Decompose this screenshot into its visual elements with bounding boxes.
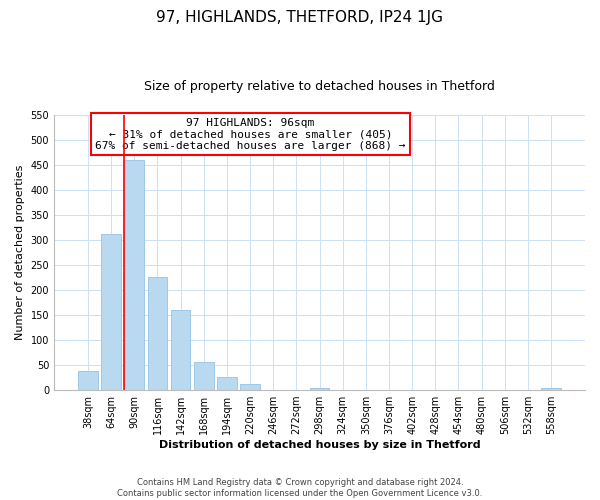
Bar	[124, 160, 144, 390]
Text: Contains HM Land Registry data © Crown copyright and database right 2024.
Contai: Contains HM Land Registry data © Crown c…	[118, 478, 482, 498]
Text: 97, HIGHLANDS, THETFORD, IP24 1JG: 97, HIGHLANDS, THETFORD, IP24 1JG	[157, 10, 443, 25]
Title: Size of property relative to detached houses in Thetford: Size of property relative to detached ho…	[144, 80, 495, 93]
Text: 97 HIGHLANDS: 96sqm
← 31% of detached houses are smaller (405)
67% of semi-detac: 97 HIGHLANDS: 96sqm ← 31% of detached ho…	[95, 118, 406, 151]
Y-axis label: Number of detached properties: Number of detached properties	[15, 165, 25, 340]
Bar	[101, 234, 121, 390]
X-axis label: Distribution of detached houses by size in Thetford: Distribution of detached houses by size …	[159, 440, 481, 450]
Bar	[194, 362, 214, 390]
Bar	[541, 388, 561, 390]
Bar	[171, 310, 190, 390]
Bar	[217, 377, 237, 390]
Bar	[240, 384, 260, 390]
Bar	[310, 388, 329, 390]
Bar	[148, 276, 167, 390]
Bar	[78, 371, 98, 390]
